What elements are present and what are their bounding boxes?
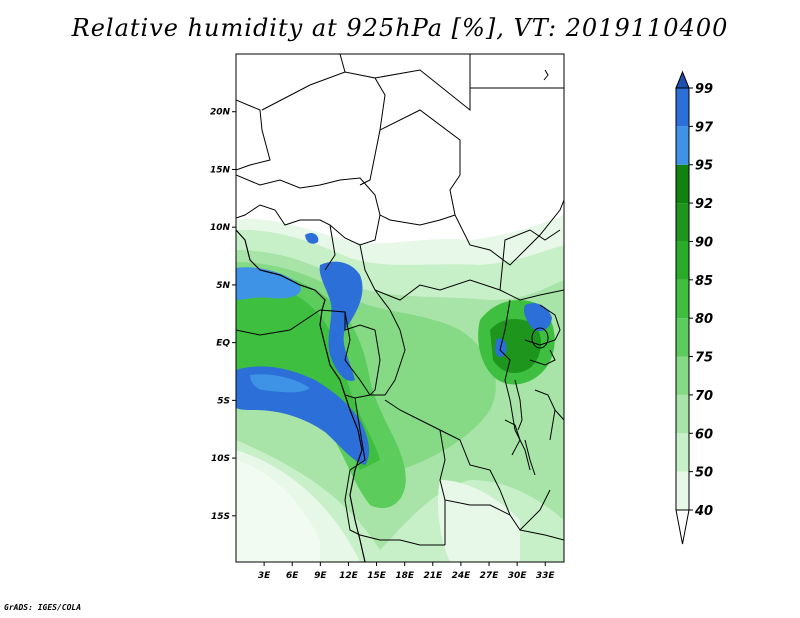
colorbar-segment <box>676 433 689 472</box>
lat-tick-label: 5N <box>216 281 230 291</box>
colorbar-level-label: 99 <box>695 82 713 97</box>
lakes <box>514 69 549 476</box>
colorbar-segment <box>676 126 689 165</box>
lat-tick-label: 20N <box>210 108 231 118</box>
colorbar-segment <box>676 356 689 395</box>
lon-tick-label: 18E <box>395 571 415 581</box>
grads-credit: GrADS: IGES/COLA <box>4 603 82 612</box>
colorbar-upper-triangle <box>675 70 690 89</box>
colorbar-segment <box>676 164 689 204</box>
lon-tick-label: 21E <box>423 571 443 581</box>
colorbar-level-label: 95 <box>695 159 713 174</box>
colorbar-level-label: 97 <box>695 120 714 135</box>
lon-tick-label: 15E <box>367 571 387 581</box>
lon-tick-label: 27E <box>480 571 500 581</box>
colorbar-level-label: 70 <box>695 389 713 404</box>
colorbar-segment <box>676 241 689 280</box>
lat-tick-label: 10N <box>210 223 231 233</box>
humidity-field <box>236 54 564 562</box>
lat-tick-label: EQ <box>216 339 230 349</box>
lon-tick-label: 33E <box>536 571 556 581</box>
colorbar-segment <box>676 471 689 510</box>
map-frame <box>235 53 565 563</box>
lon-tick-label: 6E <box>286 571 299 581</box>
lon-tick-label: 12E <box>339 571 359 581</box>
colorbar-level-label: 50 <box>695 466 713 481</box>
colorbar-level-label: 80 <box>695 312 713 327</box>
colorbar-segment <box>676 88 689 127</box>
coastline <box>236 229 366 562</box>
lat-tick-label: 5S <box>217 396 230 406</box>
colorbar-segment <box>676 203 689 242</box>
colorbar-lower-triangle <box>675 509 690 545</box>
colorbar-segment <box>676 279 689 319</box>
colorbar-level-label: 92 <box>695 197 713 212</box>
colorbar-level-label: 40 <box>694 504 713 519</box>
lat-tick-label: 15N <box>210 165 231 175</box>
lon-tick-label: 9E <box>314 571 327 581</box>
lon-tick-label: 30E <box>508 571 528 581</box>
colorbar-level-label: 75 <box>695 351 713 366</box>
colorbar-frame <box>675 87 690 511</box>
colorbar-segment <box>676 318 689 357</box>
colorbar-level-label: 90 <box>695 235 713 250</box>
colorbar-segment <box>676 394 689 434</box>
lon-tick-label: 24E <box>452 571 472 581</box>
lat-tick-label: 10S <box>211 454 230 464</box>
longitude-axis: 3E 6E 9E 12E 15E 18E 21E 24E 27E 30E 33E <box>258 562 556 581</box>
colorbar-level-label: 60 <box>695 427 713 442</box>
lon-tick-label: 3E <box>258 571 271 581</box>
latitude-axis: 20N 15N 10N 5N EQ 5S 10S 15S <box>210 108 236 522</box>
map-title: Relative humidity at 925hPa [%], VT: 201… <box>71 14 729 42</box>
colorbar-level-label: 85 <box>695 274 713 289</box>
lat-tick-label: 15S <box>211 512 230 522</box>
colorbar: 40 50 60 70 75 80 85 90 92 95 97 99 <box>675 70 714 545</box>
